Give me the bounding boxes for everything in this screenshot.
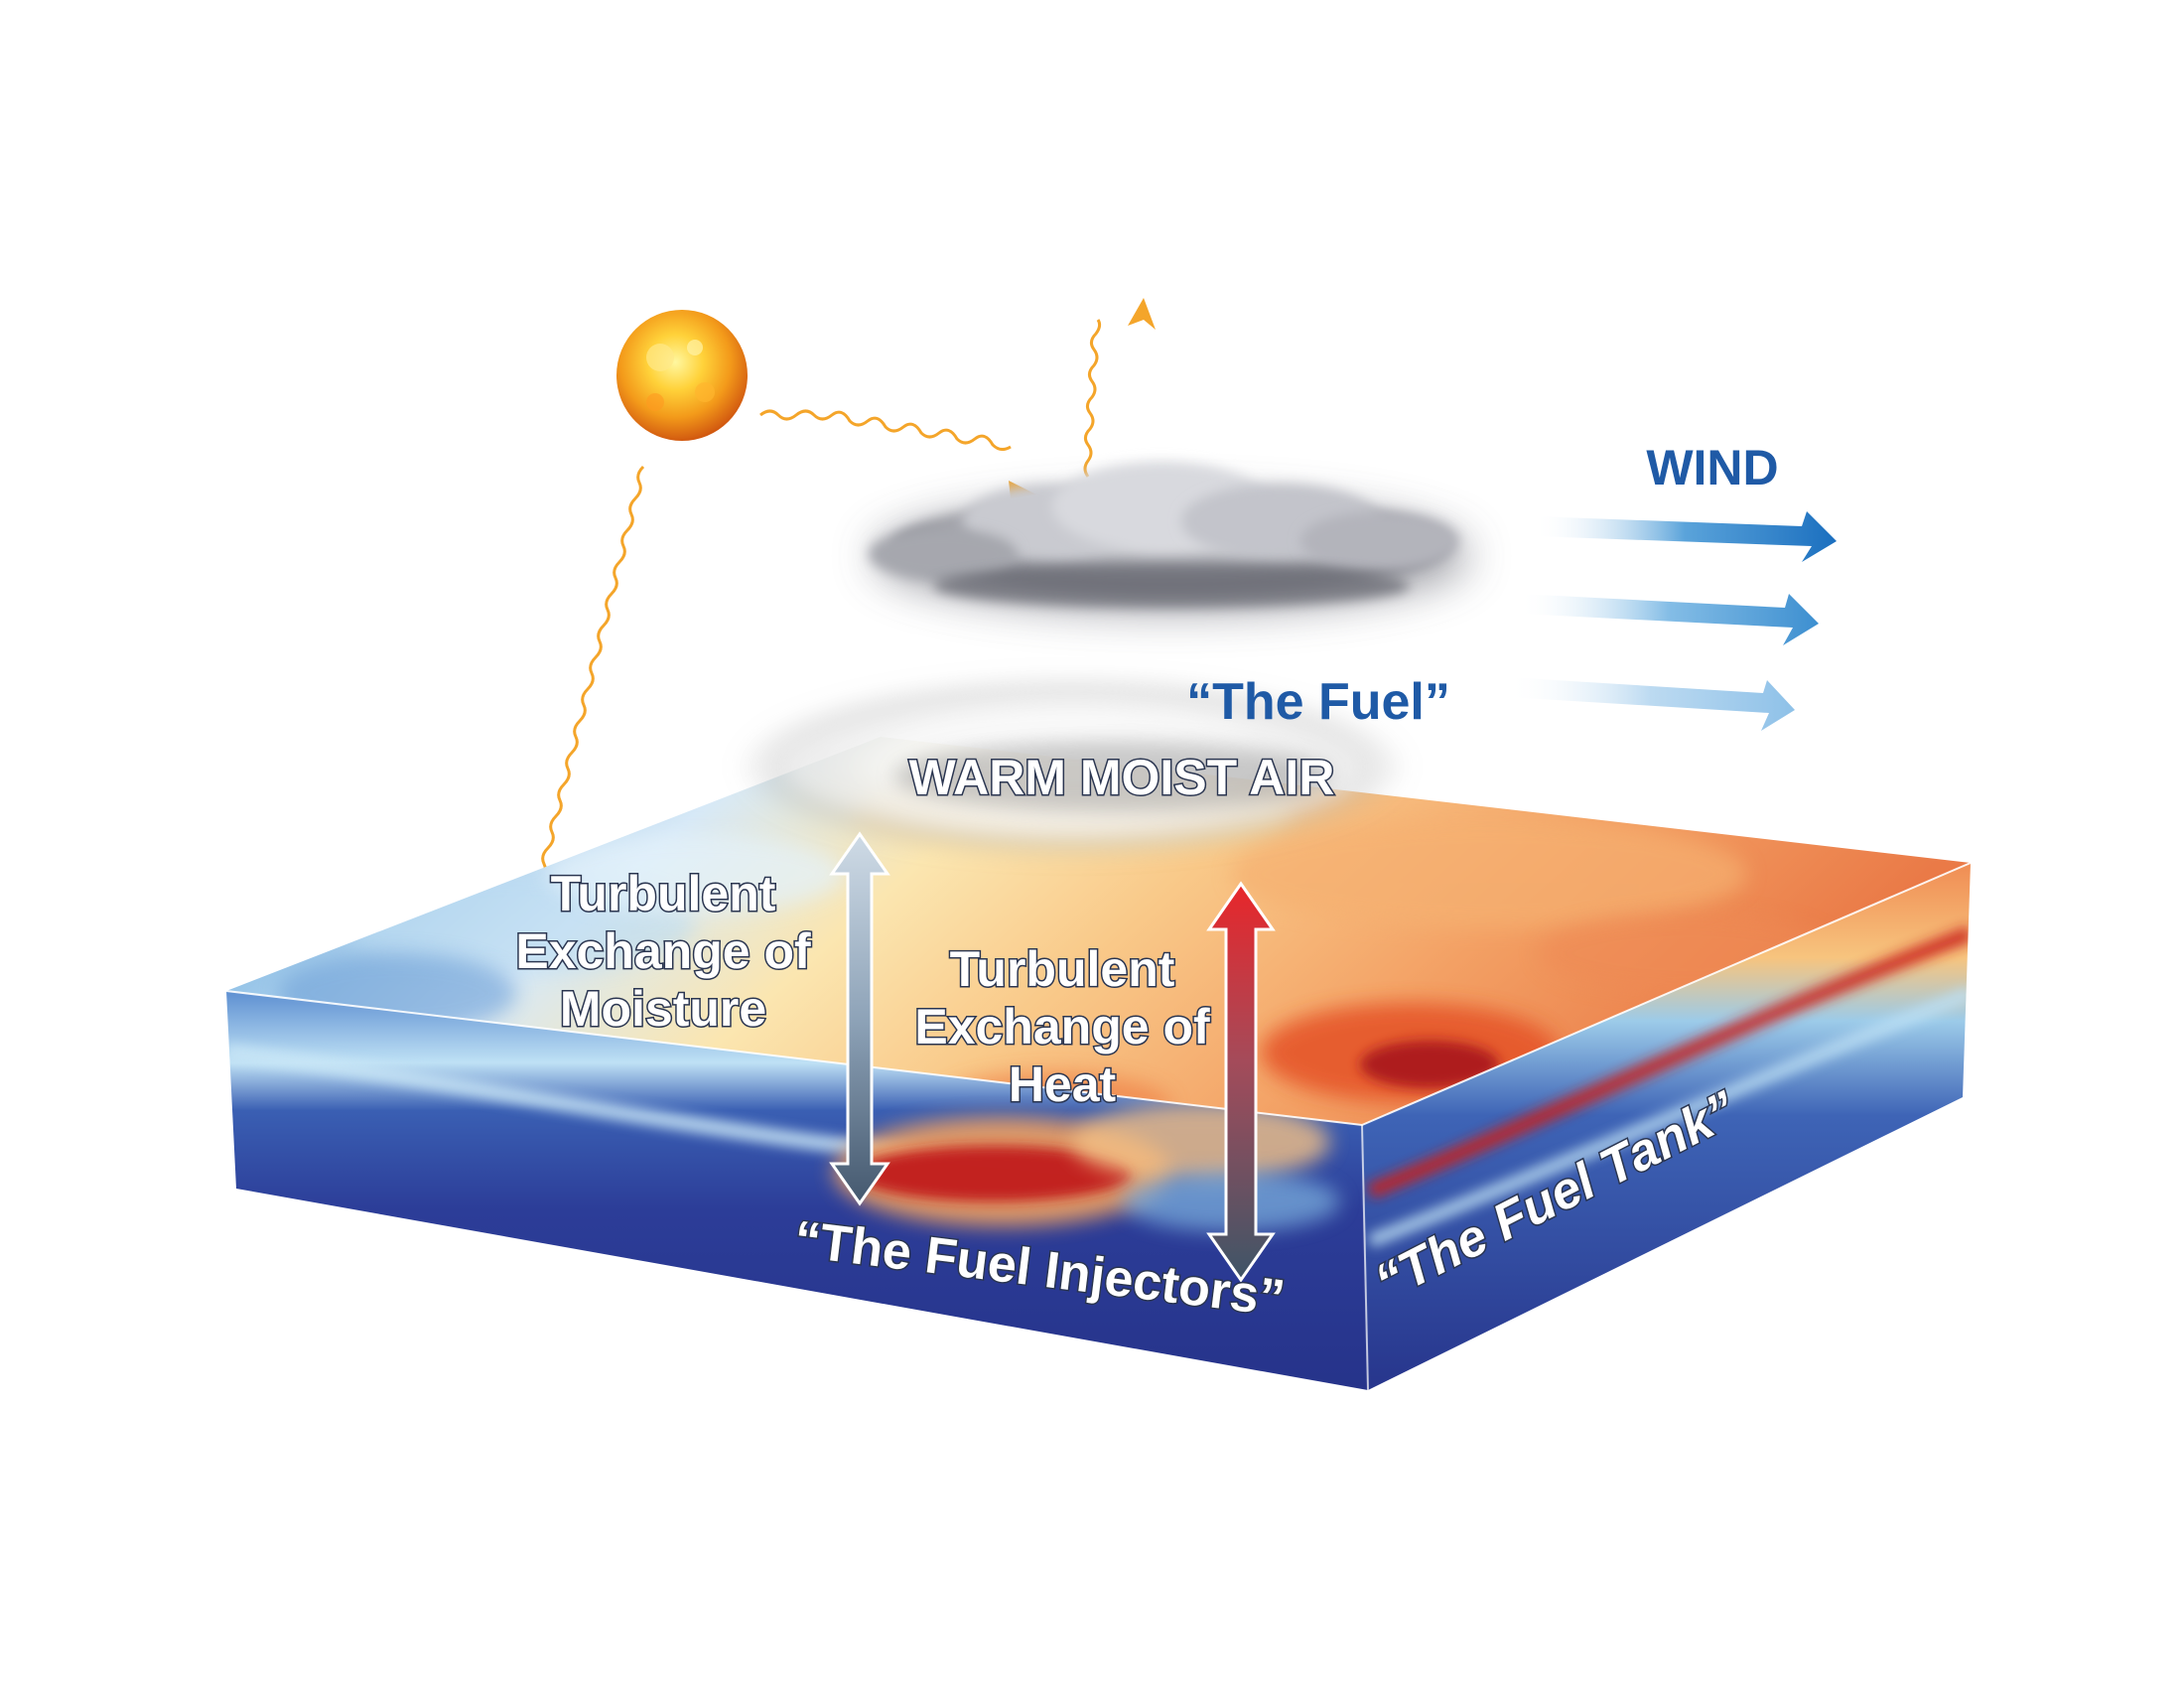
moisture-label-line3: Moisture bbox=[560, 981, 766, 1037]
moisture-exchange-arrow-icon bbox=[829, 831, 890, 1206]
heat-label-line1: Turbulent bbox=[950, 941, 1175, 997]
heat-exchange-arrow-icon bbox=[1206, 881, 1276, 1283]
reflected-ray-icon bbox=[1083, 319, 1102, 478]
reflected-ray-arrowhead-icon bbox=[1128, 298, 1156, 330]
cloud-icon bbox=[869, 462, 1469, 611]
moisture-label-line2: Exchange of bbox=[515, 923, 811, 979]
fuel-label: “The Fuel” bbox=[1186, 673, 1450, 731]
sun-icon bbox=[616, 310, 748, 441]
warm-moist-air-cloud bbox=[735, 675, 1410, 858]
moisture-label-line1: Turbulent bbox=[551, 866, 776, 921]
heat-label-line2: Exchange of bbox=[914, 999, 1210, 1055]
solar-ray-to-cloud-icon bbox=[759, 409, 1012, 452]
heat-label-line3: Heat bbox=[1009, 1056, 1117, 1112]
warm-moist-air-label: WARM MOIST AIR bbox=[909, 750, 1335, 805]
wind-arrow-icon bbox=[1507, 511, 1837, 731]
ocean-block bbox=[225, 737, 1972, 1391]
moisture-exchange-label: Turbulent Exchange of Moisture bbox=[514, 865, 813, 1039]
wind-label: WIND bbox=[1646, 440, 1778, 495]
heat-exchange-label: Turbulent Exchange of Heat bbox=[913, 940, 1212, 1114]
